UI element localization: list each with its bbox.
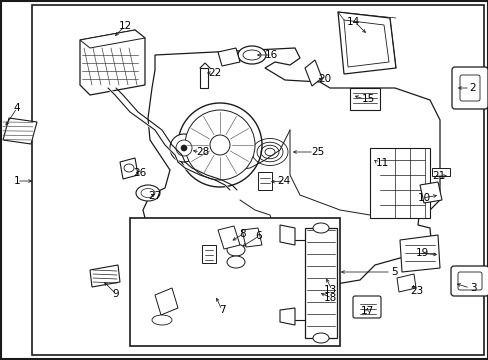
Polygon shape (419, 182, 441, 203)
Bar (305, 228, 336, 338)
Polygon shape (120, 158, 138, 179)
Ellipse shape (152, 315, 172, 325)
Polygon shape (337, 12, 395, 74)
Polygon shape (343, 20, 388, 67)
Text: 6: 6 (255, 231, 262, 241)
Ellipse shape (238, 46, 265, 64)
Ellipse shape (312, 333, 328, 343)
Bar (349, 88, 379, 110)
FancyBboxPatch shape (459, 75, 479, 101)
Text: 17: 17 (360, 306, 373, 316)
FancyBboxPatch shape (451, 67, 487, 109)
Bar (431, 168, 449, 176)
Polygon shape (90, 265, 120, 287)
Polygon shape (399, 235, 439, 272)
Ellipse shape (209, 135, 229, 155)
Text: 16: 16 (264, 50, 278, 60)
Text: 5: 5 (390, 267, 397, 277)
Text: 12: 12 (118, 21, 131, 31)
Ellipse shape (226, 256, 244, 268)
Polygon shape (242, 228, 262, 247)
Text: 28: 28 (196, 147, 209, 157)
Ellipse shape (178, 103, 262, 187)
Ellipse shape (243, 50, 261, 60)
Ellipse shape (181, 145, 186, 151)
Polygon shape (218, 226, 240, 249)
Text: 13: 13 (323, 285, 336, 295)
Polygon shape (396, 274, 415, 292)
Text: 4: 4 (14, 103, 20, 113)
Polygon shape (300, 284, 323, 300)
Text: 14: 14 (346, 17, 359, 27)
Ellipse shape (136, 185, 160, 201)
Polygon shape (80, 30, 145, 95)
FancyBboxPatch shape (457, 272, 481, 290)
Polygon shape (280, 225, 294, 245)
Bar (369, 148, 429, 218)
Text: 15: 15 (361, 94, 374, 104)
Bar (258, 172, 271, 190)
Text: 9: 9 (112, 289, 119, 299)
Text: 19: 19 (415, 248, 428, 258)
Ellipse shape (184, 110, 254, 180)
Bar (291, 262, 326, 292)
Polygon shape (142, 48, 439, 285)
Ellipse shape (226, 244, 244, 256)
FancyBboxPatch shape (450, 266, 488, 296)
Bar (200, 68, 207, 88)
Text: 21: 21 (431, 171, 445, 181)
Polygon shape (155, 288, 178, 315)
Text: 8: 8 (239, 229, 246, 239)
Text: 10: 10 (417, 193, 430, 203)
Text: 3: 3 (469, 283, 475, 293)
Ellipse shape (141, 189, 155, 198)
Text: 20: 20 (317, 74, 330, 84)
Text: 22: 22 (207, 68, 221, 78)
Ellipse shape (124, 164, 134, 172)
Text: 25: 25 (310, 147, 324, 157)
Bar (130, 218, 339, 346)
Polygon shape (280, 308, 294, 325)
Polygon shape (3, 118, 37, 144)
Text: 23: 23 (409, 286, 423, 296)
Ellipse shape (170, 134, 198, 162)
Polygon shape (305, 60, 321, 86)
Text: 24: 24 (277, 176, 290, 186)
Text: 26: 26 (133, 168, 146, 178)
Text: 11: 11 (375, 158, 388, 168)
Text: 2: 2 (469, 83, 475, 93)
Text: 27: 27 (148, 191, 162, 201)
Text: 1: 1 (14, 176, 20, 186)
Polygon shape (218, 48, 240, 66)
Ellipse shape (312, 223, 328, 233)
Text: 7: 7 (218, 305, 225, 315)
Ellipse shape (176, 140, 192, 156)
FancyBboxPatch shape (352, 296, 380, 318)
Bar (202, 245, 216, 263)
Text: 18: 18 (323, 293, 336, 303)
Polygon shape (80, 30, 145, 48)
